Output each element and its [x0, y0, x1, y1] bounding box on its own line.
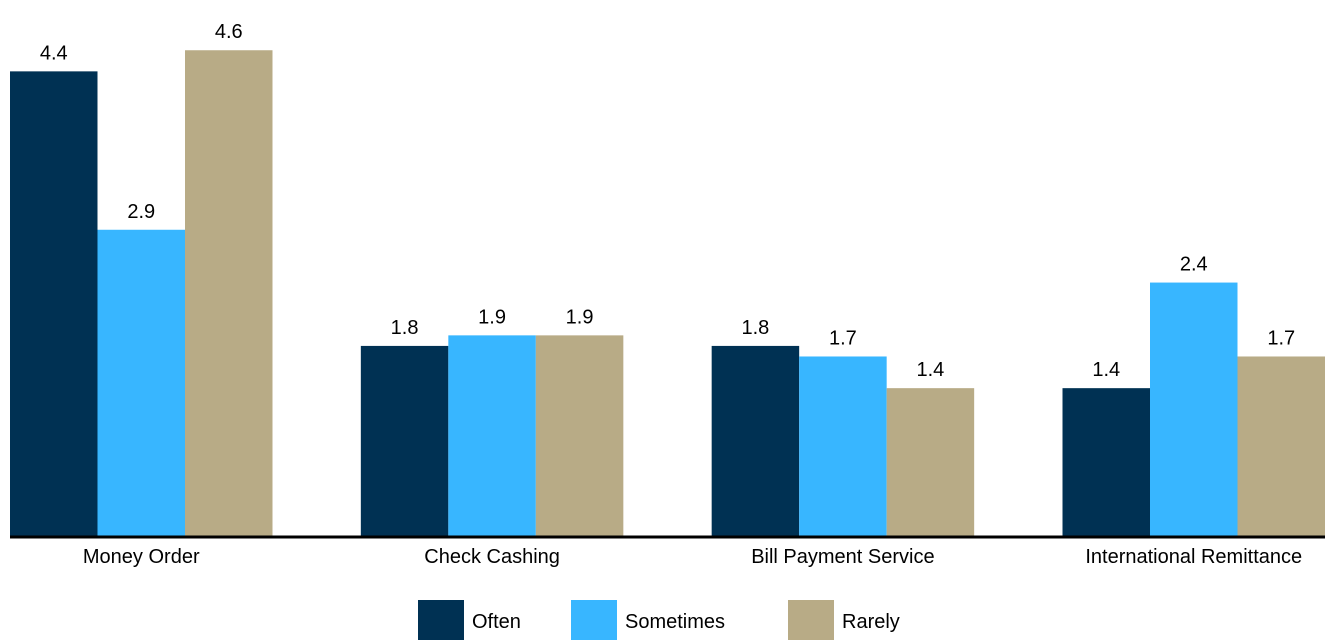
bar-often-0	[10, 71, 98, 537]
legend-label-rarely: Rarely	[842, 611, 900, 633]
bar-rarely-3	[1237, 356, 1325, 536]
legend-label-often: Often	[472, 611, 521, 633]
legend: Often Sometimes Rarely	[418, 600, 900, 640]
value-label: 1.4	[917, 359, 945, 381]
value-label: 2.9	[127, 201, 155, 223]
value-label: 1.7	[1267, 327, 1295, 349]
bar-often-2	[711, 345, 800, 536]
value-labels-group: 4.4 2.9 4.6 1.8 1.9 1.9 1.8 1.7 1.4 1.4 2.4 1.7	[40, 21, 1295, 381]
bar-often-1	[360, 345, 449, 536]
value-label: 4.6	[215, 21, 243, 43]
value-label: 1.7	[829, 327, 857, 349]
value-label: 1.8	[742, 317, 770, 339]
bar-sometimes-2	[799, 356, 887, 536]
value-label: 1.9	[566, 306, 594, 328]
value-label: 1.8	[391, 317, 419, 339]
legend-label-sometimes: Sometimes	[625, 611, 725, 633]
bar-sometimes-1	[448, 335, 536, 536]
bar-rarely-2	[886, 388, 975, 536]
bar-sometimes-3	[1150, 282, 1238, 536]
category-label: Bill Payment Service	[751, 546, 934, 568]
bar-rarely-1	[535, 335, 624, 536]
value-label: 4.4	[40, 42, 68, 64]
bar-sometimes-0	[97, 229, 185, 536]
value-label: 1.4	[1092, 359, 1120, 381]
category-label: Check Cashing	[424, 546, 560, 568]
category-labels-group: Money Order Check Cashing Bill Payment Ser…	[83, 546, 1302, 568]
legend-swatch-rarely	[788, 600, 834, 640]
category-label: International Remittance	[1085, 546, 1302, 568]
bars-group	[10, 50, 1325, 537]
legend-swatch-often	[418, 600, 464, 640]
bar-often-3	[1062, 388, 1150, 536]
value-label: 1.9	[478, 306, 506, 328]
category-label: Money Order	[83, 546, 200, 568]
bar-rarely-0	[185, 50, 273, 537]
legend-swatch-sometimes	[571, 600, 617, 640]
value-label: 2.4	[1180, 254, 1208, 276]
